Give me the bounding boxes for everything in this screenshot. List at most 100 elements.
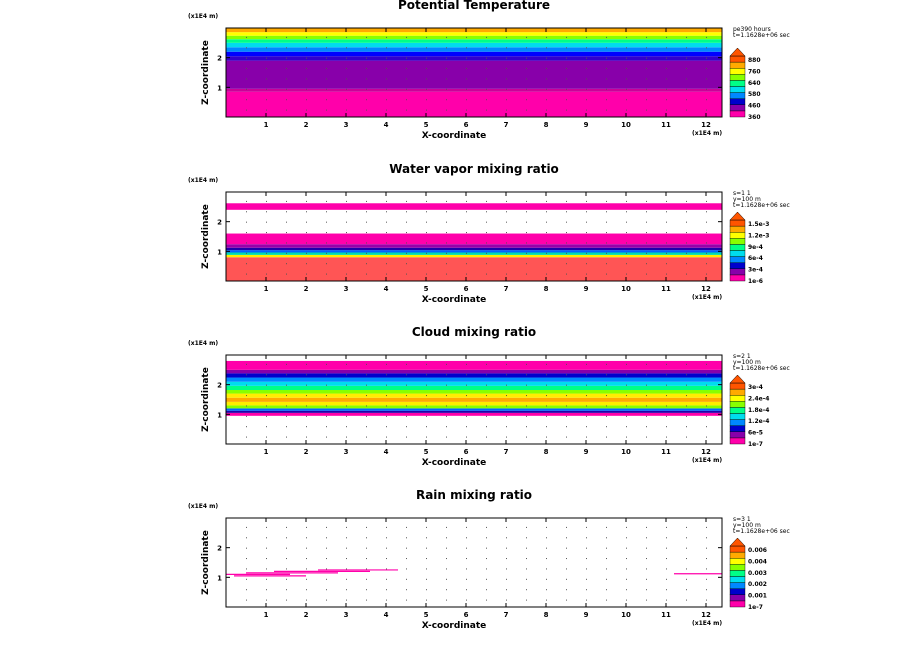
info-line: t=1.1628e+06 sec: [733, 32, 790, 39]
plot-background: [226, 518, 722, 607]
colorbar-label: 0.006: [748, 547, 767, 554]
plot-area: [226, 192, 722, 281]
x-tick-label: 2: [304, 285, 309, 293]
colorbar: 3e-4 2.4e-4 1.8e-4 1.2e-4 6e-5 1e-7: [729, 374, 769, 448]
colorbar-label: 360: [748, 114, 761, 121]
y-axis-label: Z-coordinate: [201, 530, 211, 595]
contour-layer-5: [226, 247, 722, 251]
colorbar-segment: [729, 225, 746, 233]
colorbar-segment: [729, 413, 746, 420]
grid-dots: [246, 36, 707, 111]
colorbar-label: 1e-7: [748, 604, 763, 611]
colorbar-segment: [729, 588, 746, 596]
colorbar-arrow-icon: [729, 537, 746, 547]
x-tick-label: 10: [621, 121, 631, 129]
colorbar-segment: [729, 564, 746, 571]
colorbar: 0.006 0.004 0.003 0.002 0.001 1e-7: [729, 537, 767, 611]
x-tick-label: 9: [584, 448, 589, 456]
x-tick-label: 12: [701, 611, 711, 619]
info-line: t=1.1628e+06 sec: [733, 365, 790, 372]
x-tick-label: 12: [701, 285, 711, 293]
plot-frame: [225, 27, 723, 118]
colorbar-segment: [729, 104, 746, 112]
x-tick-label: 9: [584, 285, 589, 293]
x-tick-label: 11: [661, 611, 671, 619]
contour-layer-3: [226, 60, 722, 89]
contour-layer-8: [226, 390, 722, 394]
colorbar-label: 2.4e-4: [748, 395, 769, 402]
panel-title: Water vapor mixing ratio: [389, 162, 559, 176]
contour-layer-7: [226, 42, 722, 48]
x-tick-label: 3: [344, 611, 349, 619]
colorbar-segment: [729, 388, 746, 396]
y-tick-label: 2: [217, 55, 222, 63]
colorbar-segment: [729, 594, 746, 602]
contour-layer-2: [226, 88, 722, 92]
colorbar-segment: [729, 61, 746, 69]
colorbar-segment: [729, 576, 746, 583]
x-scale-note: (x1E4 m): [692, 130, 722, 137]
x-tick-label: 5: [424, 285, 429, 293]
plot-frame: [225, 191, 723, 282]
colorbar-segment: [729, 80, 746, 87]
contour-layer-11: [226, 377, 722, 382]
colorbar-segment: [729, 219, 746, 227]
x-scale-note: (x1E4 m): [692, 294, 722, 301]
colorbar-label: 0.003: [748, 570, 767, 577]
contour-layer-2: [226, 254, 722, 258]
grid-dots: [246, 363, 707, 438]
contour-layer-10: [226, 32, 722, 36]
colorbar-label: 6e-4: [748, 255, 763, 262]
contour-layer-6: [226, 244, 722, 248]
x-tick-label: 1: [264, 611, 269, 619]
x-tick-label: 8: [544, 121, 549, 129]
colorbar-segment: [729, 274, 746, 282]
contour-layer-1: [226, 257, 722, 281]
panel-2: Water vapor mixing ratio(x1E4 m)1 2 3 4 5 6 7 8…: [188, 162, 790, 305]
y-tick-label: 1: [217, 574, 222, 582]
x-tick-label: 9: [584, 611, 589, 619]
y-axis-label: Z-coordinate: [201, 40, 211, 105]
colorbar-segment: [729, 67, 746, 75]
info-line: s=2 1: [733, 353, 751, 360]
colorbar-arrow-icon: [729, 211, 746, 221]
colorbar-segment: [729, 238, 746, 245]
info-line: t=1.1628e+06 sec: [733, 202, 790, 209]
colorbar-segment: [729, 407, 746, 414]
colorbar-segment: [729, 262, 746, 270]
contour-layer-6: [226, 47, 722, 52]
info-line: t=1.1628e+06 sec: [733, 528, 790, 535]
panel-title: Cloud mixing ratio: [412, 325, 536, 339]
info-line: pe390 hours: [733, 26, 771, 33]
x-scale-note: (x1E4 m): [692, 620, 722, 627]
colorbar-segment: [729, 431, 746, 439]
x-tick-label: 11: [661, 285, 671, 293]
colorbar-segment: [729, 86, 746, 93]
x-tick-label: 4: [384, 285, 389, 293]
colorbar-arrow-icon: [729, 374, 746, 384]
colorbar-segment: [729, 256, 746, 263]
x-tick-label: 6: [464, 448, 469, 456]
panel-title: Rain mixing ratio: [416, 488, 532, 502]
contour-layer-13: [226, 369, 722, 374]
contour-layer-10: [226, 381, 722, 386]
y-tick-label: 2: [217, 545, 222, 553]
contour-layer-3: [226, 408, 722, 411]
x-tick-label: 7: [504, 285, 509, 293]
colorbar-segment: [729, 395, 746, 402]
grid-dots: [246, 200, 707, 275]
colorbar-segment: [729, 419, 746, 426]
panel-title: Potential Temperature: [398, 0, 550, 12]
colorbar-label: 0.004: [748, 558, 767, 565]
z-scale-note: (x1E4 m): [188, 177, 218, 184]
x-axis-label: X-coordinate: [422, 621, 487, 631]
x-tick-label: 7: [504, 448, 509, 456]
x-tick-label: 1: [264, 448, 269, 456]
x-tick-label: 10: [621, 448, 631, 456]
colorbar-segment: [729, 92, 746, 99]
colorbar-label: 3e-4: [748, 267, 763, 274]
y-tick-label: 1: [217, 84, 222, 92]
colorbar-segment: [729, 231, 746, 239]
x-tick-label: 9: [584, 121, 589, 129]
